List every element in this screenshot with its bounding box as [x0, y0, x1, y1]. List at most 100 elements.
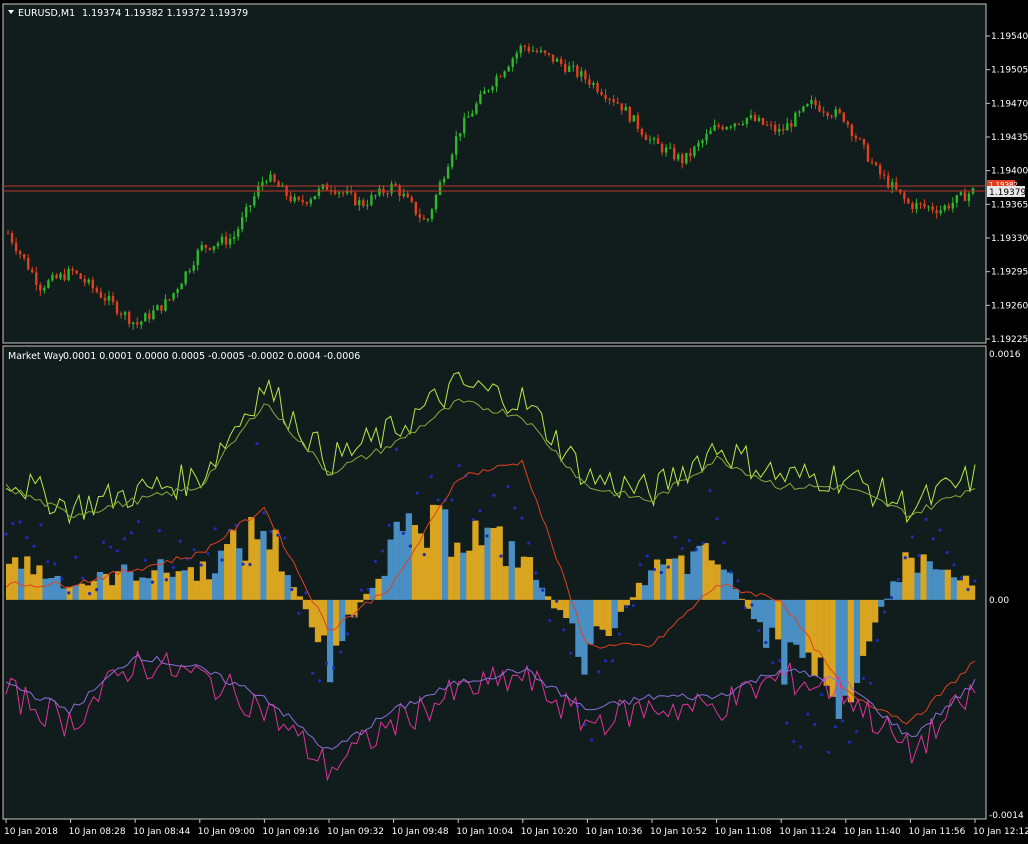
triangle-down-icon[interactable] — [8, 10, 14, 14]
candle-body — [612, 99, 615, 103]
price-tick-label: 1.19505 — [991, 66, 1028, 76]
histogram-bar — [968, 585, 976, 600]
signal-dot — [450, 498, 454, 502]
histogram-bar — [520, 556, 528, 600]
candle-body — [459, 133, 462, 137]
signal-dot — [178, 539, 182, 543]
candle-body — [652, 138, 656, 140]
candle-body — [434, 194, 438, 210]
candle-body — [87, 279, 90, 283]
signal-dot — [555, 599, 559, 603]
signal-dot — [820, 693, 824, 697]
signal-dot — [4, 532, 8, 536]
histogram-bar — [496, 526, 503, 600]
histogram-bar — [617, 599, 624, 612]
candle-body — [479, 94, 482, 104]
signal-dot — [136, 520, 141, 524]
candle-body — [874, 162, 878, 166]
signal-dot — [603, 659, 608, 663]
signal-dot — [792, 739, 796, 744]
signal-dot — [213, 527, 217, 531]
signal-dot — [192, 548, 196, 552]
time-tick-label: 10 Jan 09:00 — [198, 827, 255, 837]
signal-dot — [694, 547, 698, 552]
candle-body — [729, 126, 732, 128]
histogram-bar — [950, 577, 958, 600]
candle-body — [188, 270, 191, 272]
signal-dot — [157, 529, 161, 533]
signal-dot — [652, 567, 656, 572]
candle-body — [10, 233, 14, 243]
indicator-axis[interactable]: 0.0016 0.00 -0.0014 — [989, 350, 1024, 821]
candle-body — [289, 195, 292, 202]
candle-body — [487, 90, 490, 92]
candle-body — [753, 115, 757, 121]
histogram-bar — [48, 577, 55, 600]
histogram-bar — [230, 529, 237, 600]
signal-dot — [345, 632, 350, 636]
candle-body — [882, 174, 886, 176]
candle-body — [366, 204, 369, 207]
candle-body — [176, 289, 179, 293]
time-axis[interactable]: 10 Jan 2018 10 Jan 08:28 10 Jan 08:44 10 Ja… — [4, 819, 1028, 837]
candle-body — [317, 188, 321, 196]
time-tick-label: 10 Jan 10:36 — [585, 827, 642, 837]
price-tick-label: 1.19365 — [991, 200, 1028, 210]
signal-dot — [290, 587, 294, 592]
candle-body — [935, 210, 938, 214]
signal-dot — [11, 521, 15, 526]
histogram-bar — [472, 520, 479, 600]
candle-body — [782, 128, 785, 131]
histogram-bar — [896, 582, 903, 600]
current-price-value: 1.19379 — [989, 188, 1026, 198]
candle-body — [232, 236, 236, 239]
candle-body — [156, 305, 159, 311]
candle-body — [725, 127, 728, 130]
candle-body — [273, 174, 276, 182]
price-tick-label: 1.19435 — [991, 133, 1028, 143]
signal-dot — [262, 511, 266, 515]
histogram-bar — [647, 570, 655, 600]
histogram-bar — [466, 550, 473, 600]
histogram-bar — [96, 571, 104, 600]
price-axis[interactable]: 1.19540 1.19505 1.19470 1.19435 1.19400 1.193… — [986, 32, 1028, 345]
histogram-bar — [865, 599, 873, 642]
histogram-bar — [593, 599, 600, 627]
candle-body — [51, 274, 54, 281]
candle-body — [697, 143, 700, 147]
signal-dot — [220, 558, 224, 562]
candle-body — [721, 126, 724, 130]
histogram-bar — [333, 599, 340, 646]
candle-body — [333, 190, 337, 194]
candle-body — [632, 115, 636, 122]
signal-dot — [241, 562, 245, 566]
histogram-bar — [314, 599, 322, 643]
histogram-bar — [242, 560, 249, 600]
histogram-bar — [853, 599, 861, 683]
candle-body — [321, 184, 325, 189]
candle-body — [418, 214, 422, 218]
candle-body — [220, 236, 224, 244]
time-tick-label: 10 Jan 09:16 — [262, 827, 319, 837]
price-pane[interactable] — [2, 3, 987, 344]
signal-dot — [785, 721, 789, 725]
candle-body — [600, 91, 603, 95]
signal-dot — [569, 651, 573, 655]
signal-dot — [659, 570, 663, 575]
candle-body — [390, 183, 393, 194]
candle-body — [838, 109, 841, 113]
histogram-bar — [599, 599, 606, 630]
histogram-bar — [30, 574, 37, 600]
signal-dot — [854, 729, 859, 734]
histogram-bar — [108, 585, 116, 600]
candle-body — [111, 295, 115, 302]
candle-body — [963, 192, 967, 202]
candle-body — [14, 242, 18, 252]
candle-body — [608, 98, 611, 100]
signal-dot — [122, 537, 127, 541]
histogram-bar — [811, 599, 818, 676]
candle-body — [354, 192, 357, 206]
time-tick-label: 10 Jan 09:32 — [327, 827, 384, 837]
candle-body — [806, 104, 809, 107]
